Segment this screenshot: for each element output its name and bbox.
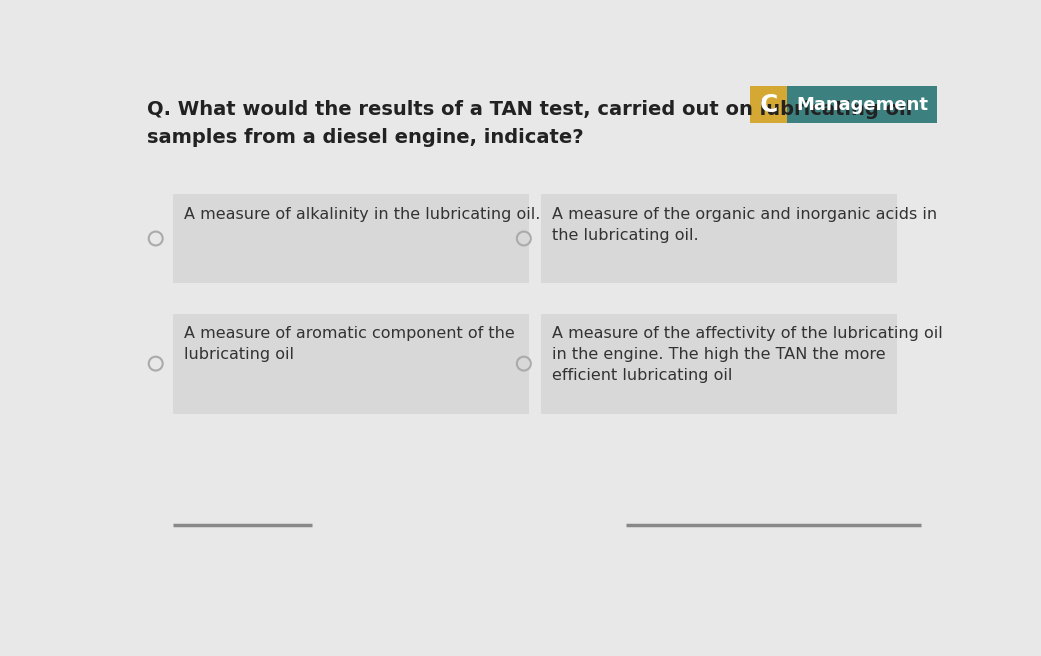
FancyBboxPatch shape <box>751 87 787 123</box>
Text: A measure of alkalinity in the lubricating oil.: A measure of alkalinity in the lubricati… <box>183 207 540 222</box>
FancyBboxPatch shape <box>541 314 897 414</box>
FancyBboxPatch shape <box>541 194 897 283</box>
Text: A measure of aromatic component of the
lubricating oil: A measure of aromatic component of the l… <box>183 326 514 362</box>
Text: Q. What would the results of a TAN test, carried out on lubricating oil
samples : Q. What would the results of a TAN test,… <box>147 100 912 148</box>
FancyBboxPatch shape <box>173 194 529 283</box>
Text: A measure of the organic and inorganic acids in
the lubricating oil.: A measure of the organic and inorganic a… <box>552 207 937 243</box>
FancyBboxPatch shape <box>787 87 941 123</box>
FancyBboxPatch shape <box>173 314 529 414</box>
Text: Management: Management <box>796 96 929 114</box>
Text: C: C <box>760 93 778 117</box>
Text: A measure of the affectivity of the lubricating oil
in the engine. The high the : A measure of the affectivity of the lubr… <box>552 326 942 383</box>
